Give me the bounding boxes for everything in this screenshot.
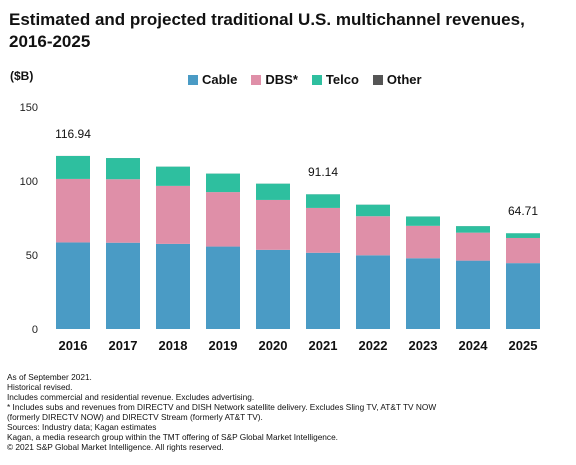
x-tick-label: 2024	[459, 338, 489, 353]
bar-segment-cable	[406, 258, 440, 329]
bar-segment-telco	[106, 158, 140, 180]
bar-segment-telco	[56, 155, 90, 179]
legend-item-dbs: DBS*	[251, 72, 298, 87]
bar-segment-dbs	[56, 178, 90, 243]
legend-swatch-other	[372, 74, 383, 85]
bar-segment-cable	[56, 242, 90, 329]
bar-segment-dbs	[106, 179, 140, 243]
footnote-line: Historical revised.	[7, 382, 73, 392]
bar-segment-cable	[356, 255, 390, 329]
bar-segment-telco	[356, 204, 390, 217]
footnote-line: © 2021 S&P Global Market Intelligence. A…	[7, 442, 224, 452]
footnote-line: Kagan, a media research group within the…	[7, 432, 338, 442]
stacked-bar-chart: 0 50 100 150 2016 2017 2018 2019 2020 2021 2022 202…	[20, 102, 540, 353]
bar-segment-dbs	[306, 207, 340, 253]
bar-segment-dbs	[506, 237, 540, 264]
y-tick-label: 150	[20, 102, 38, 114]
legend-label-other: Other	[386, 72, 422, 87]
bar-segment-dbs	[406, 225, 440, 259]
legend-item-telco: Telco	[311, 72, 359, 87]
footnote-line: * Includes subs and revenues from DIRECT…	[7, 402, 437, 412]
bar-segment-cable	[256, 249, 290, 329]
bar-segment-dbs	[256, 199, 290, 250]
bar-segment-telco	[256, 183, 290, 200]
legend-item-other: Other	[372, 72, 422, 87]
bar-segment-cable	[306, 252, 340, 329]
bar-segment-telco	[206, 173, 240, 193]
legend-label-cable: Cable	[202, 72, 238, 87]
chart-title: Estimated and projected traditional U.S.…	[9, 10, 525, 51]
bar-segment-cable	[156, 243, 190, 329]
bar-segment-dbs	[156, 185, 190, 244]
footnote-line: (formerly DIRECTV NOW) and DIRECTV Strea…	[7, 412, 263, 422]
bar-segment-dbs	[356, 216, 390, 256]
total-annotation: 116.94	[55, 127, 91, 141]
legend-swatch-dbs	[251, 74, 262, 85]
bar-segment-telco	[306, 194, 340, 208]
bar-segment-telco	[506, 233, 540, 238]
y-axis-unit-label: ($B)	[10, 69, 34, 83]
bar-segment-cable	[506, 263, 540, 329]
bar-segment-cable	[206, 246, 240, 329]
x-tick-label: 2017	[109, 338, 138, 353]
bar-segment-dbs	[206, 192, 240, 247]
y-tick-label: 50	[26, 250, 38, 262]
footnote-line: Includes commercial and residential reve…	[7, 392, 255, 402]
x-tick-label: 2018	[159, 338, 188, 353]
x-tick-label: 2016	[59, 338, 88, 353]
x-tick-label: 2020	[259, 338, 288, 353]
footnote-line: Sources: Industry data; Kagan estimates	[7, 422, 157, 432]
y-tick-label: 100	[20, 176, 38, 188]
footnotes: As of September 2021. Historical revised…	[7, 372, 567, 452]
x-tick-label: 2025	[509, 338, 538, 353]
bar-segment-telco	[406, 216, 440, 226]
chart-legend: Cable DBS* Telco Other	[188, 72, 422, 87]
footnote-line: As of September 2021.	[7, 372, 92, 382]
legend-swatch-telco	[311, 74, 322, 85]
legend-label-telco: Telco	[325, 72, 359, 87]
total-annotation: 91.14	[308, 165, 338, 179]
x-tick-label: 2021	[309, 338, 338, 353]
legend-swatch-cable	[188, 74, 198, 85]
total-annotation: 64.71	[508, 204, 538, 218]
x-tick-label: 2022	[359, 338, 388, 353]
bar-segment-telco	[456, 226, 490, 233]
legend-label-dbs: DBS*	[265, 72, 298, 87]
x-tick-label: 2023	[409, 338, 438, 353]
bar-segment-cable	[106, 242, 140, 329]
legend-item-cable: Cable	[188, 72, 237, 87]
bar-segment-telco	[156, 166, 190, 186]
bar-segment-cable	[456, 260, 490, 329]
bar-segment-dbs	[456, 232, 490, 261]
y-tick-label: 0	[32, 324, 38, 336]
x-tick-label: 2019	[209, 338, 238, 353]
